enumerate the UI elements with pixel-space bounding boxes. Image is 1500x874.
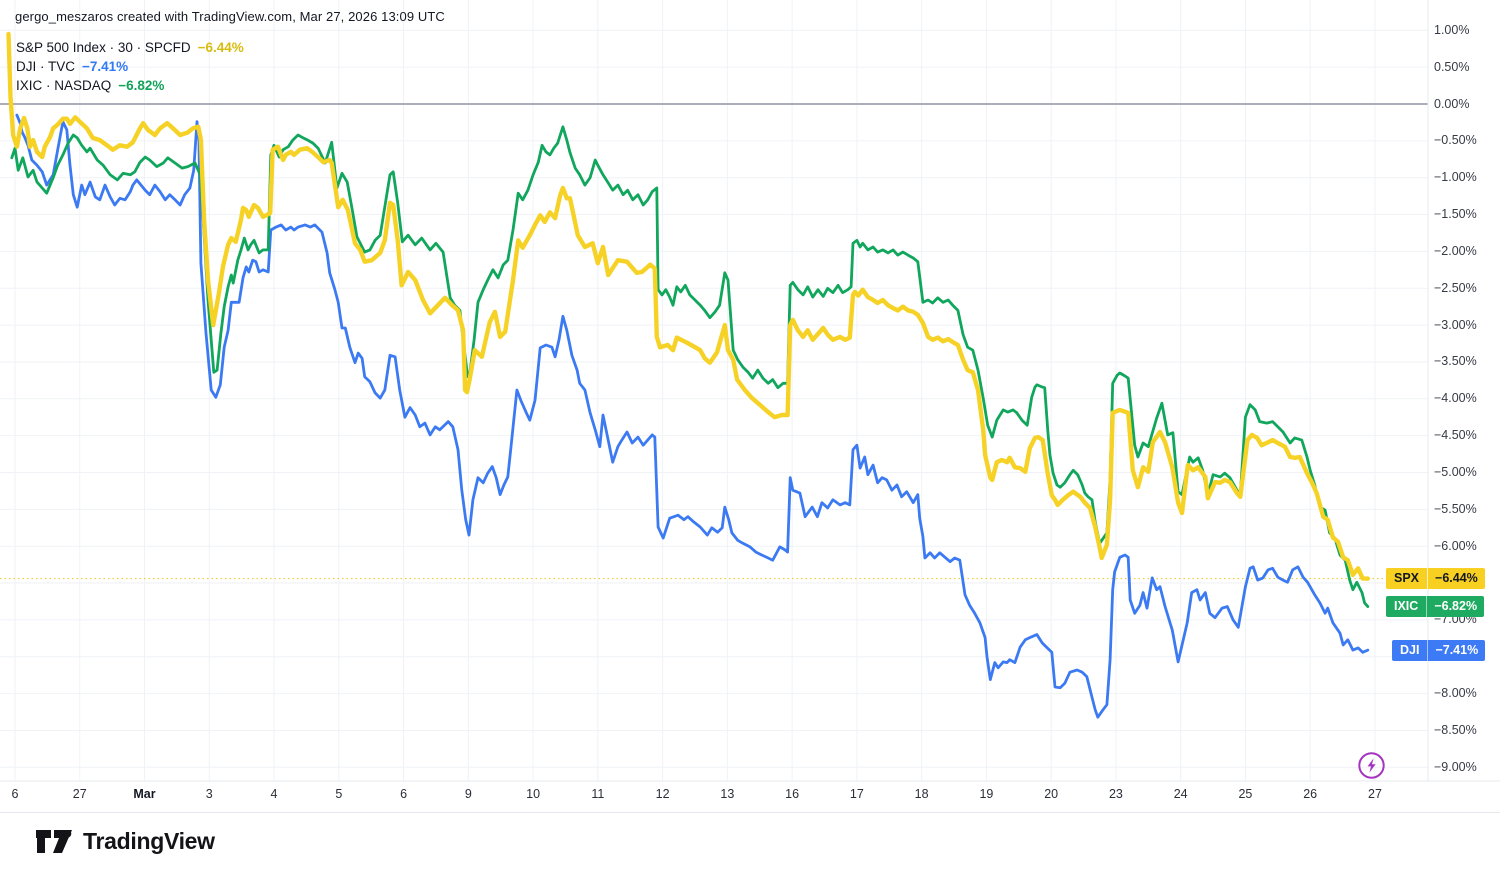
legend-label-ixic: IXIC · NASDAQ <box>16 78 112 93</box>
y-tick-label: −8.50% <box>1434 722 1477 737</box>
y-tick-label: −5.00% <box>1434 465 1477 479</box>
x-tick-label: 27 <box>72 787 87 801</box>
price-badge-ixic[interactable]: IXIC −6.82% <box>1386 596 1485 618</box>
x-tick-label: 5 <box>335 787 343 801</box>
x-tick-label: 6 <box>400 787 408 801</box>
x-tick-label: 18 <box>914 787 929 801</box>
price-badge-symbol: DJI <box>1400 642 1420 657</box>
y-tick-label: 0.50% <box>1434 59 1470 74</box>
x-tick-label: 12 <box>655 787 670 801</box>
series-line-spx[interactable] <box>6 31 1371 581</box>
legend-value-dji: −7.41% <box>82 59 129 74</box>
y-tick-label: −0.50% <box>1434 133 1477 148</box>
price-badge-dji[interactable]: DJI −7.41% <box>1392 639 1486 661</box>
x-tick-label: 13 <box>720 787 735 801</box>
y-tick-label: −5.50% <box>1434 501 1477 516</box>
x-tick-label: 20 <box>1044 787 1059 801</box>
y-tick-label: −4.50% <box>1434 428 1477 443</box>
series-line-dji[interactable] <box>15 113 1370 719</box>
y-tick-label: −3.50% <box>1434 354 1477 369</box>
legend: S&P 500 Index · 30 · SPCFD −6.44% DJI · T… <box>16 38 244 95</box>
y-tick-label: −8.00% <box>1434 686 1477 701</box>
x-tick-label: 9 <box>464 787 472 801</box>
legend-value-spx: −6.44% <box>197 40 244 55</box>
y-tick-label: −1.00% <box>1434 170 1477 185</box>
price-badge-value: −7.41% <box>1427 639 1485 661</box>
y-tick-label: 1.00% <box>1434 22 1470 37</box>
x-tick-label: 24 <box>1173 787 1188 801</box>
x-tick-label: 16 <box>785 787 800 801</box>
flash-icon[interactable] <box>1357 751 1386 780</box>
price-badge-value: −6.82% <box>1426 596 1484 618</box>
lightning-bolt-icon <box>1367 758 1376 773</box>
y-tick-label: −4.00% <box>1434 391 1477 406</box>
x-tick-label: 4 <box>270 787 278 801</box>
x-tick-label: 23 <box>1108 787 1123 801</box>
y-tick-label: −2.00% <box>1434 243 1477 258</box>
price-badge-value: −6.44% <box>1427 568 1485 590</box>
legend-row-ixic[interactable]: IXIC · NASDAQ −6.82% <box>16 76 244 95</box>
tradingview-logo-text: TradingView <box>83 828 215 854</box>
attribution-text: gergo_meszaros created with TradingView.… <box>15 9 445 24</box>
x-tick-label: 11 <box>591 787 605 801</box>
y-tick-label: −6.00% <box>1434 538 1477 553</box>
legend-row-dji[interactable]: DJI · TVC −7.41% <box>16 57 244 76</box>
tradingview-logo[interactable]: TradingView <box>36 828 215 855</box>
y-tick-label: −1.50% <box>1434 207 1477 222</box>
x-tick-label: 27 <box>1368 787 1382 801</box>
legend-row-spx[interactable]: S&P 500 Index · 30 · SPCFD −6.44% <box>16 38 244 57</box>
price-badge-spx[interactable]: SPX −6.44% <box>1386 568 1485 590</box>
series-line-ixic[interactable] <box>10 125 1370 608</box>
x-tick-label: 19 <box>979 787 994 801</box>
x-tick-label: Mar <box>133 787 156 801</box>
legend-label-dji: DJI · TVC <box>16 59 76 74</box>
y-tick-label: −3.00% <box>1434 317 1477 332</box>
x-tick-label: 6 <box>11 787 19 801</box>
x-tick-label: 10 <box>526 787 541 801</box>
tradingview-mark-icon <box>36 830 72 853</box>
x-tick-label: 26 <box>1303 787 1318 801</box>
y-tick-label: 0.00% <box>1434 96 1470 111</box>
x-tick-label: 17 <box>849 787 864 801</box>
legend-label-spx: S&P 500 Index · 30 · SPCFD <box>16 40 191 55</box>
y-tick-label: −9.00% <box>1434 759 1477 774</box>
price-badge-symbol: SPX <box>1394 571 1420 586</box>
y-tick-label: −2.50% <box>1434 280 1477 295</box>
x-tick-label: 25 <box>1238 787 1253 801</box>
legend-value-ixic: −6.82% <box>118 78 165 93</box>
price-badge-symbol: IXIC <box>1394 599 1419 614</box>
x-tick-label: 3 <box>205 787 213 801</box>
